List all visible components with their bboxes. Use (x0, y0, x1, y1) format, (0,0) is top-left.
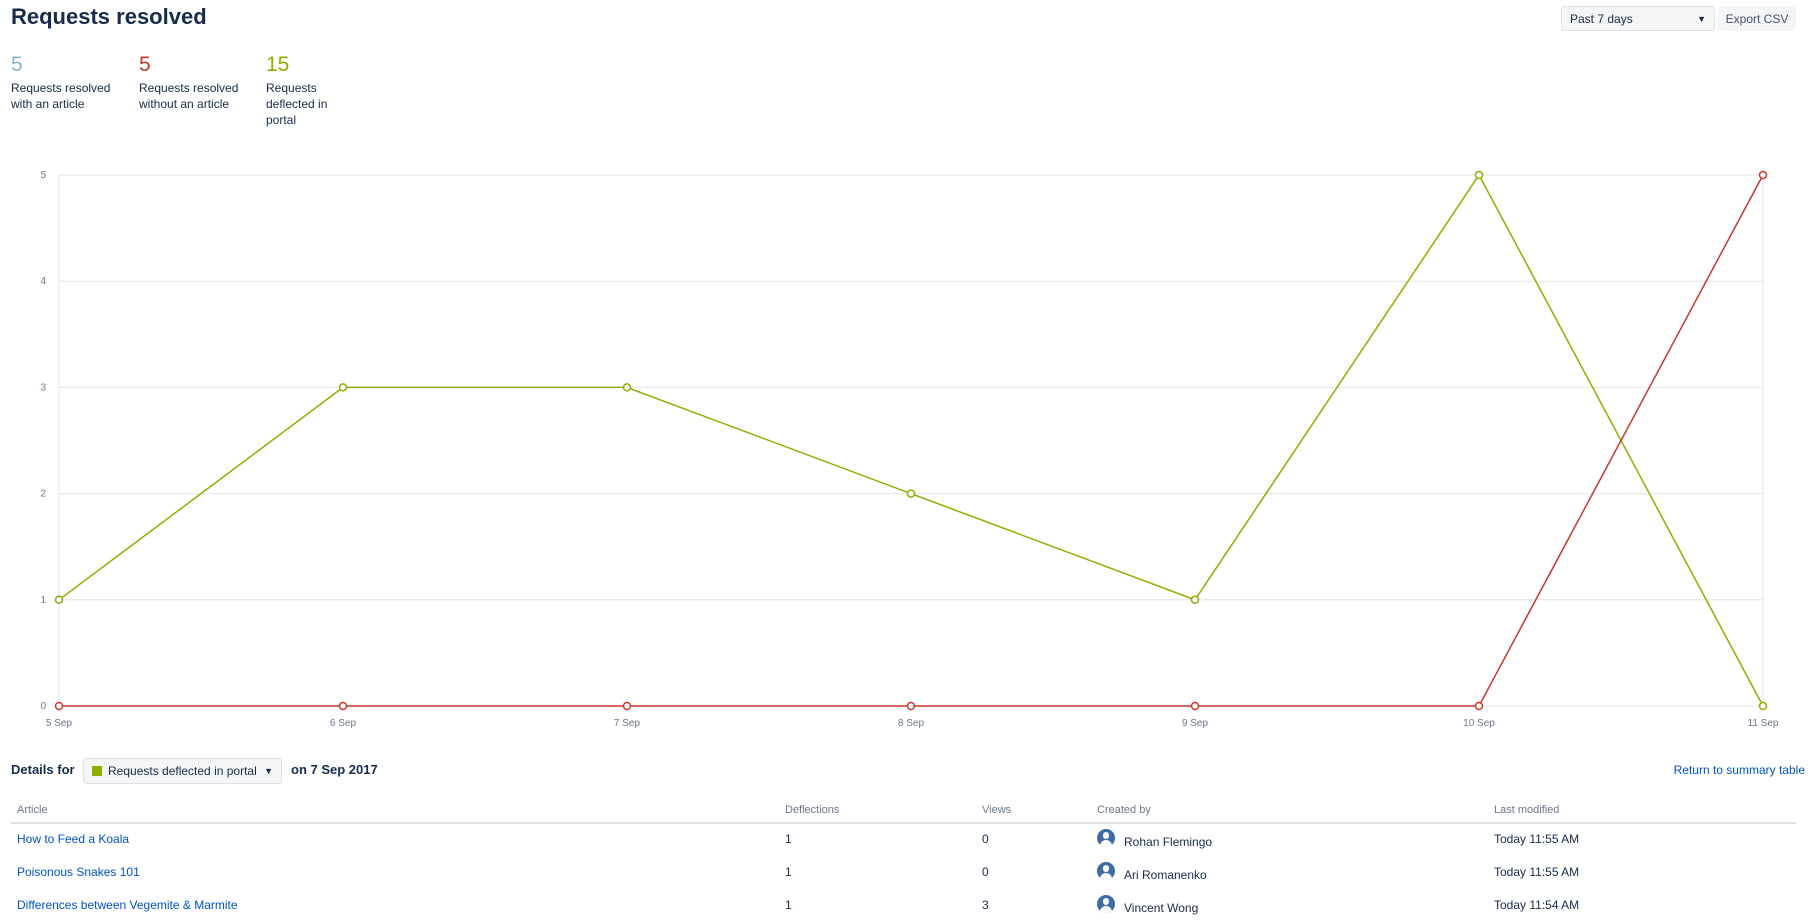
article-link[interactable]: Poisonous Snakes 101 (17, 865, 140, 879)
series-select[interactable]: Requests deflected in portal ▼ (83, 758, 282, 784)
x-tick-label: 8 Sep (898, 718, 925, 729)
last-modified-cell: Today 11:54 AM (1494, 898, 1580, 912)
export-csv-button[interactable]: Export CSV (1718, 6, 1796, 31)
data-point-deflected (1474, 170, 1484, 180)
details-date: on 7 Sep 2017 (291, 762, 378, 777)
x-tick-label: 9 Sep (1182, 718, 1209, 729)
last-modified-cell: Today 11:55 AM (1494, 865, 1580, 879)
x-tick-label: 7 Sep (614, 718, 641, 729)
data-point-deflected (622, 383, 632, 392)
y-tick-label: 2 (40, 489, 46, 500)
avatar-icon (1097, 862, 1115, 880)
avatar-icon (1097, 895, 1115, 913)
deflections-cell: 1 (785, 898, 792, 912)
data-point-without_article (906, 701, 916, 711)
views-cell: 0 (982, 832, 989, 846)
created-by-cell: Ari Romanenko (1124, 868, 1207, 882)
series-color-swatch (92, 766, 102, 776)
x-tick-label: 6 Sep (330, 718, 357, 729)
y-tick-label: 3 (40, 382, 46, 393)
article-link[interactable]: Differences between Vegemite & Marmite (17, 898, 238, 912)
column-header-last-modified: Last modified (1494, 804, 1560, 816)
series-select-value: Requests deflected in portal (108, 764, 257, 778)
stat-label: Requests deflected in portal (266, 81, 328, 127)
views-cell: 3 (982, 898, 989, 912)
y-tick-label: 1 (40, 595, 46, 606)
data-point-deflected (1758, 701, 1768, 711)
stat-value: 15 (266, 53, 290, 76)
y-tick-label: 5 (40, 170, 46, 181)
stat-value: 5 (139, 53, 151, 76)
x-tick-label: 11 Sep (1748, 718, 1779, 729)
created-by-cell: Vincent Wong (1124, 901, 1199, 915)
y-tick-label: 4 (40, 276, 46, 287)
series-line-deflected (58, 173, 1764, 707)
x-tick-label: 10 Sep (1463, 718, 1495, 729)
line-chart: 0 1 2 3 4 5 5 Sep 6 Sep 7 Sep 8 Sep 9 Sep 10 Sep 11 … (40, 170, 1779, 729)
article-link[interactable]: How to Feed a Koala (17, 832, 130, 846)
chevron-down-icon: ▼ (264, 766, 273, 776)
x-tick-label: 5 Sep (46, 718, 73, 729)
avatar-icon (1097, 829, 1115, 847)
return-to-summary-link[interactable]: Return to summary table (1673, 763, 1805, 777)
data-point-deflected (338, 383, 348, 392)
stat-resolved-without-article: 5 Requests resolved without an article (139, 52, 239, 112)
period-select-value: Past 7 days (1570, 11, 1633, 26)
data-point-without_article (1190, 701, 1200, 711)
data-point-without_article (1474, 701, 1484, 711)
stat-resolved-with-article: 5 Requests resolved with an article (11, 52, 121, 112)
data-point-deflected (1190, 595, 1200, 605)
data-point-deflected (906, 489, 916, 498)
column-header-deflections: Deflections (785, 804, 840, 816)
deflections-cell: 1 (785, 865, 792, 879)
column-header-created-by: Created by (1097, 804, 1151, 816)
table-header-divider (11, 822, 1796, 824)
page-title: Requests resolved (11, 4, 207, 29)
data-point-deflected (54, 595, 64, 605)
y-tick-label: 0 (40, 701, 46, 712)
data-point-without_article (54, 701, 64, 711)
deflections-cell: 1 (785, 832, 792, 846)
views-cell: 0 (982, 865, 989, 879)
details-label: Details for (11, 762, 75, 777)
period-select[interactable]: Past 7 days ▼ (1561, 6, 1715, 31)
stat-label: Requests resolved without an article (139, 81, 239, 111)
data-point-without_article (338, 701, 348, 711)
column-header-article: Article (17, 804, 48, 816)
stat-deflected: 15 Requests deflected in portal (266, 52, 346, 128)
column-header-views: Views (982, 804, 1012, 816)
data-point-without_article (622, 701, 632, 711)
data-point-without_article (1758, 170, 1768, 180)
created-by-cell: Rohan Flemingo (1124, 835, 1213, 849)
last-modified-cell: Today 11:55 AM (1494, 832, 1580, 846)
stat-label: Requests resolved with an article (11, 81, 111, 111)
series-line-without_article (59, 174, 1764, 707)
chevron-down-icon: ▼ (1697, 13, 1706, 24)
stat-value: 5 (11, 53, 23, 76)
